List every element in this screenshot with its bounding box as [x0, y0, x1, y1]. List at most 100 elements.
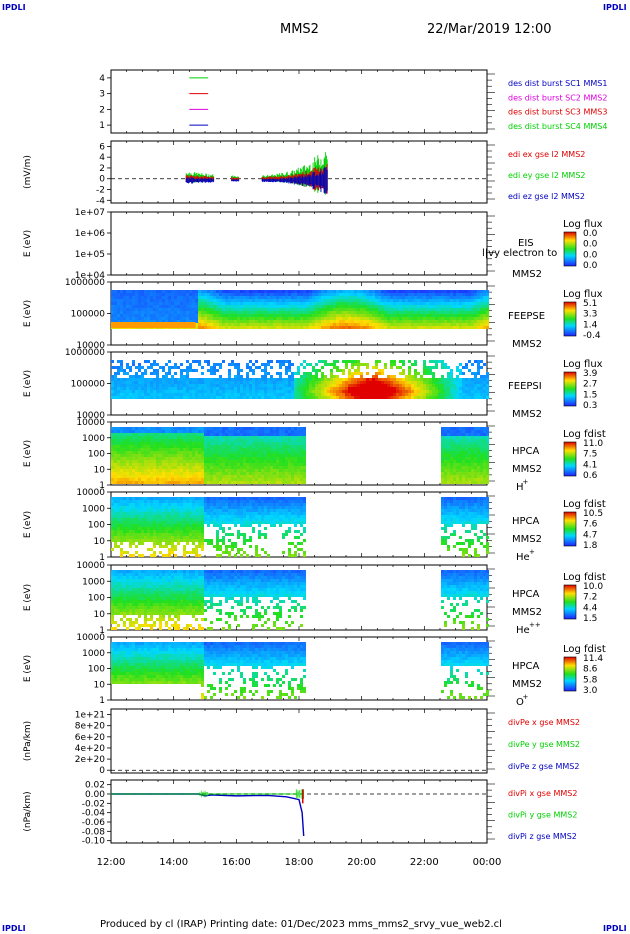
y-axis-label: E (eV)	[23, 440, 33, 467]
colorbar-value: 5.1	[583, 299, 597, 309]
legend-entry: edi ex gse l2 MMS2	[508, 150, 585, 159]
corner-label-top-right: IPDLI	[603, 3, 627, 12]
colorbar-value: 0.0	[583, 240, 598, 250]
y-tick-label: 4e+20	[75, 744, 106, 754]
y-tick-label: 0	[99, 175, 105, 185]
y-tick-label: 10	[94, 610, 106, 620]
colorbar-value: 5.8	[583, 675, 598, 685]
overlay-label: l|vy electron to	[482, 248, 557, 259]
colorbar-value: 3.9	[583, 369, 598, 379]
y-tick-label: 100	[88, 665, 105, 675]
species-charge: +	[523, 693, 529, 701]
colorbar-value: 1.4	[583, 320, 598, 330]
colorbar-label: Log fdist	[563, 644, 606, 655]
y-tick-label: 10000	[76, 341, 105, 351]
legend-entry: divPi z gse MMS2	[508, 832, 577, 841]
colorbar-value: 11.0	[583, 439, 603, 449]
y-tick-label: 2	[99, 105, 105, 115]
colorbar-value: 0.3	[583, 401, 597, 411]
y-tick-label: -0.08	[82, 827, 106, 837]
y-tick-label: 10000	[76, 418, 105, 428]
instrument-label: MMS2	[512, 679, 542, 690]
colorbar-label: Log flux	[563, 219, 603, 230]
colorbar-value: 1.5	[583, 390, 597, 400]
y-tick-label: 3	[99, 90, 105, 100]
colorbar-label: Log flux	[563, 289, 603, 300]
instrument-label: MMS2	[512, 534, 542, 545]
y-tick-label: 1000	[82, 504, 105, 514]
y-tick-label: 100000	[71, 380, 106, 390]
colorbar-value: 7.6	[583, 520, 598, 530]
y-tick-label: 100	[88, 594, 105, 604]
y-tick-label: 1	[99, 696, 105, 706]
colorbar-value: 8.6	[583, 665, 598, 675]
colorbar-label: Log flux	[563, 359, 603, 370]
species-charge: ++	[529, 621, 541, 629]
y-tick-label: 100000	[71, 310, 106, 320]
y-tick-label: 0.02	[85, 781, 105, 791]
species-label: H	[516, 482, 524, 493]
y-tick-label: 1e+04	[75, 271, 106, 281]
y-tick-label: 6	[99, 142, 105, 152]
y-tick-label: 0.00	[85, 790, 105, 800]
y-axis-label: E (eV)	[23, 511, 33, 538]
y-tick-label: 1000	[82, 577, 105, 587]
colorbar	[563, 371, 577, 407]
colorbar-label: Log fdist	[563, 499, 606, 510]
instrument-label: HPCA	[512, 516, 540, 527]
y-tick-label: -0.06	[82, 818, 106, 828]
y-tick-label: -0.04	[82, 809, 106, 819]
panel-frame-divpi	[110, 779, 488, 844]
instrument-label: FEEPSE	[508, 311, 545, 322]
y-tick-label: 10	[94, 537, 106, 547]
colorbar-value: 4.7	[583, 530, 597, 540]
footer-text: Produced by cl (IRAP) Printing date: 01/…	[100, 919, 502, 930]
y-tick-label: 1000000	[65, 278, 105, 288]
legend-entry: edi ez gse l2 MMS2	[508, 192, 585, 201]
y-tick-label: 1000	[82, 434, 105, 444]
colorbar-label: Log fdist	[563, 572, 606, 583]
y-tick-label: 1000000	[65, 348, 105, 358]
y-tick-label: 100	[88, 521, 105, 531]
colorbar	[563, 301, 577, 337]
y-axis-label: E (eV)	[23, 584, 33, 611]
colorbar-value: 3.0	[583, 686, 598, 696]
y-tick-label: 1000	[82, 649, 105, 659]
legend-entry: divPe y gse MMS2	[508, 740, 580, 749]
instrument-label: MMS2	[512, 339, 542, 350]
y-tick-label: 10000	[76, 633, 105, 643]
instrument-label: MMS2	[512, 269, 542, 280]
panels-group: 12:00 14:00 16:00 18:00 20:00 22:00 00:00 1 2 3 4 d…	[23, 69, 607, 868]
legend-entry: des dist burst SC4 MMS4	[508, 122, 607, 131]
y-axis-label: E (eV)	[23, 370, 33, 397]
y-tick-label: -2	[96, 186, 105, 196]
colorbar-value: 7.2	[583, 593, 597, 603]
y-tick-label: 8e+20	[75, 722, 106, 732]
y-tick-label: 10	[94, 680, 106, 690]
colorbar-value: 4.4	[583, 603, 598, 613]
y-axis-label: (mV/m)	[23, 155, 33, 189]
x-tick-label: 20:00	[347, 857, 376, 868]
y-tick-label: 2e+20	[75, 755, 106, 765]
species-charge: +	[523, 478, 529, 486]
y-tick-label: -4	[96, 196, 105, 206]
y-tick-label: 10000	[76, 411, 105, 421]
colorbar-value: 0.0	[583, 261, 598, 271]
y-tick-label: 1	[99, 626, 105, 636]
legend-entry: des dist burst SC1 MMS1	[508, 79, 607, 88]
date-label: 22/Mar/2019 12:00	[427, 22, 552, 37]
corner-label-bottom-left: IPDLI	[2, 924, 26, 933]
y-tick-label: 2	[99, 164, 105, 174]
corner-label-bottom-right: IPDLI	[603, 924, 627, 933]
colorbar	[563, 441, 577, 477]
y-tick-label: 6e+20	[75, 733, 106, 743]
y-tick-label: 10000	[76, 488, 105, 498]
species-charge: +	[529, 548, 535, 556]
colorbar-value: -0.4	[583, 331, 601, 341]
instrument-label: MMS2	[512, 464, 542, 475]
colorbar-label: Log fdist	[563, 429, 606, 440]
legend-entry: edi ey gse l2 MMS2	[508, 171, 586, 180]
colorbar-value: 4.1	[583, 460, 597, 470]
